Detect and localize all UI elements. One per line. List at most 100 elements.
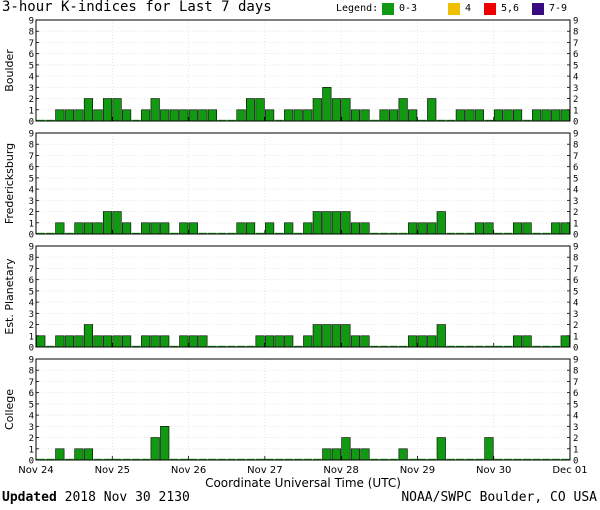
y-tick-label-left: 7	[29, 39, 34, 49]
y-tick-label-right: 6	[573, 50, 578, 60]
k-index-bar	[102, 98, 113, 122]
y-tick-label-left: 5	[29, 287, 34, 297]
k-index-bar	[455, 109, 465, 122]
k-index-bar	[360, 109, 370, 122]
k-index-bar	[427, 335, 437, 348]
y-tick-label-left: 8	[29, 254, 34, 264]
legend-text-5-6: 5,6	[501, 3, 520, 14]
k-index-bar	[360, 222, 370, 235]
k-index-bar	[436, 324, 446, 348]
k-index-bar	[560, 222, 570, 235]
k-index-bar	[341, 211, 351, 235]
y-tick-label-left: 3	[29, 423, 34, 433]
k-index-bar	[408, 109, 418, 122]
panel-background	[36, 246, 570, 347]
x-tick-label: Nov 24	[18, 465, 53, 476]
k-index-bar	[74, 109, 84, 122]
k-index-bar	[198, 335, 208, 348]
k-index-bar	[284, 335, 294, 348]
k-index-bar	[398, 448, 408, 461]
y-tick-label-left: 2	[29, 95, 34, 105]
k-index-bar	[83, 324, 94, 348]
y-tick-label-left: 5	[29, 400, 34, 410]
panel-label: College	[3, 389, 16, 430]
k-index-bar	[112, 335, 122, 348]
k-index-bar	[560, 335, 570, 348]
k-index-bar	[322, 324, 332, 348]
y-tick-label-left: 1	[29, 445, 34, 455]
panel-frame	[35, 132, 571, 235]
k-index-bar	[265, 335, 275, 348]
y-tick-label-left: 8	[29, 141, 34, 151]
k-index-bar	[436, 437, 446, 461]
k-index-bar	[522, 222, 532, 235]
k-index-bar	[341, 98, 351, 122]
y-tick-label-right: 5	[573, 400, 578, 410]
y-tick-label-right: 0	[573, 457, 578, 467]
k-index-bar	[188, 222, 198, 235]
y-tick-label-right: 2	[573, 95, 578, 105]
k-index-bar	[160, 109, 170, 122]
y-tick-label-left: 5	[29, 174, 34, 184]
k-index-bar	[102, 335, 113, 348]
k-index-bar	[303, 109, 313, 122]
k-index-bar	[150, 335, 160, 348]
k-index-bar	[312, 98, 322, 122]
k-index-bar	[265, 222, 275, 235]
k-index-bar	[141, 109, 151, 122]
k-index-bar	[207, 109, 217, 122]
y-tick-label-right: 5	[573, 174, 578, 184]
k-index-bar	[408, 335, 418, 348]
legend-swatch-5-6	[484, 3, 496, 15]
y-tick-label-left: 4	[29, 299, 34, 309]
y-tick-label-right: 3	[573, 84, 578, 94]
k-index-bar	[274, 335, 284, 348]
k-index-bar	[436, 211, 446, 235]
k-index-bar	[141, 335, 151, 348]
y-tick-label-left: 7	[29, 378, 34, 388]
y-tick-label-right: 6	[573, 389, 578, 399]
y-tick-label-left: 6	[29, 276, 34, 286]
k-index-bar	[398, 98, 408, 122]
k-index-bar	[188, 109, 198, 122]
k-index-bar	[122, 222, 132, 235]
k-index-bar	[322, 211, 332, 235]
y-tick-label-right: 3	[573, 197, 578, 207]
updated-value: 2018 Nov 30 2130	[64, 490, 190, 505]
k-index-bar	[160, 335, 170, 348]
k-index-bar	[512, 222, 523, 235]
y-tick-label-left: 4	[29, 186, 34, 196]
k-index-bar	[255, 335, 265, 348]
k-index-bar	[303, 335, 313, 348]
y-tick-label-right: 0	[573, 231, 578, 241]
x-tick-label: Nov 28	[323, 465, 358, 476]
y-tick-label-right: 8	[573, 254, 578, 264]
panel-background	[36, 20, 570, 121]
panel-frame	[35, 19, 571, 122]
k-index-bar	[532, 109, 542, 122]
k-index-bar	[303, 222, 313, 235]
y-tick-label-left: 6	[29, 163, 34, 173]
k-index-bar	[102, 211, 113, 235]
y-tick-label-right: 4	[573, 186, 578, 196]
k-index-bar	[55, 109, 65, 122]
y-tick-label-left: 0	[29, 457, 34, 467]
k-index-bar	[331, 448, 341, 461]
k-index-bar	[284, 222, 294, 235]
x-axis-title: Coordinate Universal Time (UTC)	[205, 476, 401, 490]
y-tick-label-right: 7	[573, 378, 578, 388]
y-tick-label-right: 1	[573, 332, 578, 342]
k-index-bar	[493, 109, 504, 122]
y-tick-label-left: 8	[29, 28, 34, 38]
y-tick-label-right: 3	[573, 423, 578, 433]
k-index-bar	[417, 222, 427, 235]
k-index-bar	[122, 335, 132, 348]
y-tick-label-right: 0	[573, 344, 578, 354]
x-tick-label: Nov 26	[171, 465, 206, 476]
x-tick-label: Nov 27	[247, 465, 282, 476]
panel-background	[36, 133, 570, 234]
k-index-bar	[350, 335, 361, 348]
y-tick-label-right: 7	[573, 265, 578, 275]
y-tick-label-left: 0	[29, 118, 34, 128]
legend-swatch-0-3	[382, 3, 394, 15]
